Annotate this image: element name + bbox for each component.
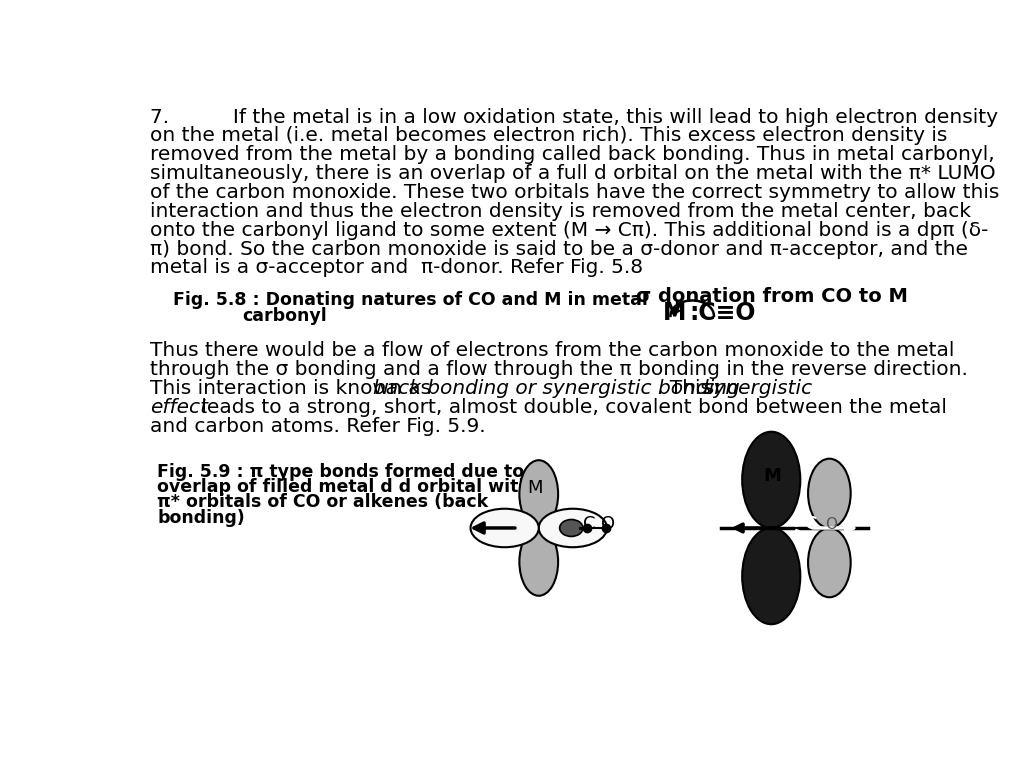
Text: back bonding or synergistic bonding: back bonding or synergistic bonding	[373, 379, 739, 398]
Text: and carbon atoms. Refer Fig. 5.9.: and carbon atoms. Refer Fig. 5.9.	[150, 417, 485, 435]
Text: M̈: M̈	[663, 301, 686, 325]
Text: on the metal (i.e. metal becomes electron rich). This excess electron density is: on the metal (i.e. metal becomes electro…	[150, 127, 947, 145]
Ellipse shape	[519, 528, 558, 596]
Text: M: M	[527, 479, 543, 497]
Text: overlap of filled metal d d orbital with: overlap of filled metal d d orbital with	[158, 478, 531, 496]
Text: bonding): bonding)	[158, 508, 245, 527]
Text: carbonyl: carbonyl	[243, 306, 328, 325]
Text: 7.          If the metal is in a low oxidation state, this will lead to high ele: 7. If the metal is in a low oxidation st…	[150, 108, 997, 127]
Text: through the σ bonding and a flow through the π bonding in the reverse direction.: through the σ bonding and a flow through…	[150, 360, 968, 379]
Ellipse shape	[808, 458, 851, 528]
Text: Fig. 5.8 : Donating natures of CO and M in metal: Fig. 5.8 : Donating natures of CO and M …	[173, 291, 648, 310]
Text: simultaneously, there is an overlap of a full d orbital on the metal with the π*: simultaneously, there is an overlap of a…	[150, 164, 995, 183]
Text: synergistic: synergistic	[703, 379, 813, 398]
Ellipse shape	[742, 528, 801, 624]
Text: π* orbitals of CO or alkenes (back: π* orbitals of CO or alkenes (back	[158, 493, 488, 511]
Ellipse shape	[808, 528, 851, 598]
Text: C: C	[583, 515, 595, 533]
Text: Thus there would be a flow of electrons from the carbon monoxide to the metal: Thus there would be a flow of electrons …	[150, 341, 954, 360]
Text: leads to a strong, short, almost double, covalent bond between the metal: leads to a strong, short, almost double,…	[195, 398, 946, 417]
Text: This interaction is known as: This interaction is known as	[150, 379, 437, 398]
Text: π) bond. So the carbon monoxide is said to be a σ-donor and π-acceptor, and the: π) bond. So the carbon monoxide is said …	[150, 240, 968, 259]
Text: σ donation from CO to M: σ donation from CO to M	[636, 286, 907, 306]
Text: metal is a σ-acceptor and  π-donor. Refer Fig. 5.8: metal is a σ-acceptor and π-donor. Refer…	[150, 259, 643, 277]
Text: effect: effect	[150, 398, 208, 417]
Ellipse shape	[560, 519, 583, 537]
Text: removed from the metal by a bonding called back bonding. Thus in metal carbonyl,: removed from the metal by a bonding call…	[150, 145, 994, 164]
Text: of the carbon monoxide. These two orbitals have the correct symmetry to allow th: of the carbon monoxide. These two orbita…	[150, 183, 999, 202]
Text: Fig. 5.9 : π type bonds formed due to: Fig. 5.9 : π type bonds formed due to	[158, 462, 524, 481]
Ellipse shape	[471, 508, 539, 548]
Ellipse shape	[742, 432, 801, 528]
Text: . This: . This	[656, 379, 717, 398]
Text: O: O	[825, 517, 837, 531]
Text: M: M	[764, 467, 781, 485]
Ellipse shape	[519, 460, 558, 528]
Text: :C≡O: :C≡O	[689, 301, 756, 325]
Text: onto the carbonyl ligand to some extent (M → Cπ). This additional bond is a dpπ : onto the carbonyl ligand to some extent …	[150, 220, 988, 240]
Text: interaction and thus the electron density is removed from the metal center, back: interaction and thus the electron densit…	[150, 202, 971, 221]
Text: C: C	[804, 515, 816, 533]
Text: O: O	[601, 515, 615, 533]
Ellipse shape	[539, 508, 607, 548]
